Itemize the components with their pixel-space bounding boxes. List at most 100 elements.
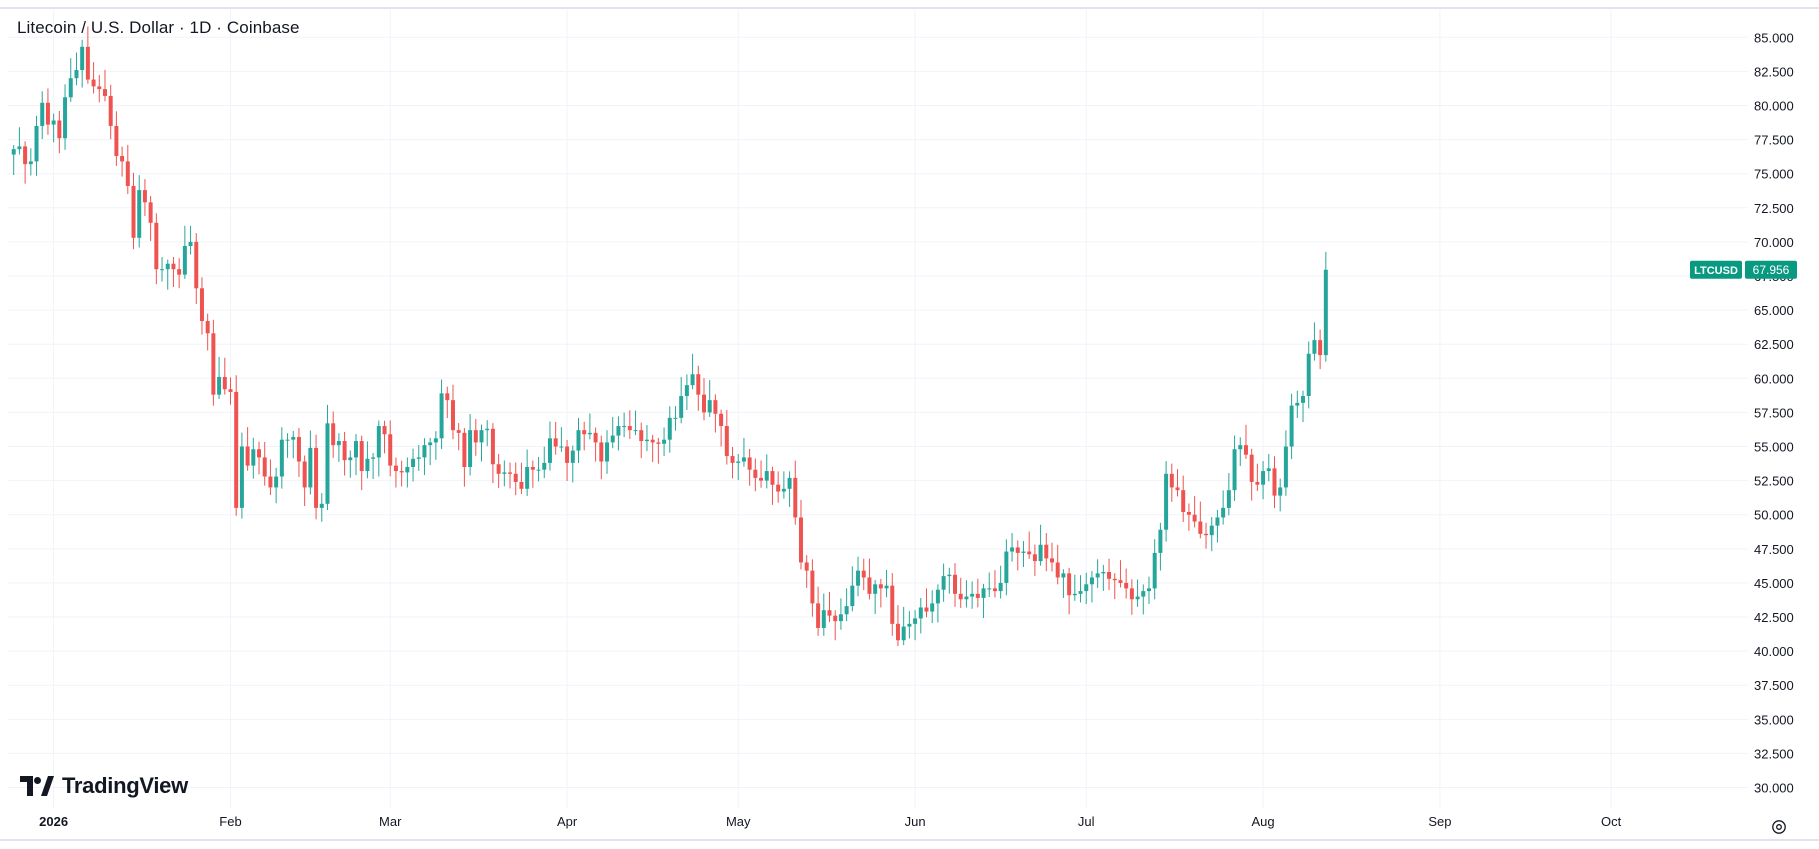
candle-body [1089,577,1094,585]
candle-body [165,263,170,270]
candle-body [582,430,587,435]
candle-body [816,603,821,628]
candle-body [804,562,809,571]
candle-body [599,442,604,462]
candle-body [992,588,997,592]
candle-body [23,146,28,165]
x-tick-label: 2026 [39,814,68,829]
time-axis[interactable]: 2026 Feb Mar Apr May Jun Jul Aug Sep Oct [39,814,1621,829]
candle-body [137,190,142,238]
candle-body [1209,525,1214,536]
candle-body [1232,449,1237,491]
candle-body [108,95,113,126]
candle-body [1186,511,1191,515]
candle-body [764,471,769,481]
candle-body [388,434,393,466]
tradingview-logo-icon [20,776,54,796]
candle-body [930,603,935,612]
candle-body [587,432,592,435]
gear-icon [1772,820,1786,834]
y-tick-label: 62.500 [1754,337,1794,352]
price-axis[interactable]: 85.000 82.500 80.000 77.500 75.000 72.500 70.0… [1754,30,1794,795]
candle-body [85,46,90,80]
candle-body [1124,582,1129,589]
candle-body [907,623,912,627]
candle-body [142,190,147,203]
candle-body [1141,591,1146,597]
candle-body [1204,533,1209,536]
candle-body [508,472,513,474]
candle-body [319,503,324,508]
candle-body [656,442,661,444]
candle-body [194,241,199,289]
candle-body [285,439,290,441]
tradingview-brand[interactable]: TradingView [20,773,188,799]
candle-body [850,585,855,607]
candle-body [759,477,764,481]
candle-body [228,389,233,392]
candle-body [80,46,85,71]
candle-body [565,446,570,463]
candle-body [1101,572,1106,574]
chart-settings-button[interactable] [1768,816,1790,838]
y-tick-label: 82.500 [1754,64,1794,79]
candle-body [964,596,969,600]
candle-body [342,441,347,461]
candle-body [331,423,336,446]
candle-body [131,185,136,238]
y-tick-label: 40.000 [1754,644,1794,659]
y-tick-label: 52.500 [1754,474,1794,489]
candle-body [217,376,222,395]
candle-body [776,484,781,492]
candle-body [662,439,667,444]
candle-body [542,462,547,470]
candle-body [63,97,68,139]
candle-body [205,321,210,334]
candle-body [490,428,495,465]
candle-body [1112,578,1117,581]
candle-body [1107,572,1112,579]
y-tick-label: 32.500 [1754,746,1794,761]
candle-body [741,457,746,462]
candle-body [1261,471,1266,485]
candle-body [359,441,364,472]
candle-body [433,438,438,443]
candle-body [1221,507,1226,518]
candle-body [878,584,883,589]
candle-body [148,202,153,223]
candle-body [405,466,410,473]
candle-body [1255,481,1260,485]
candle-body [479,430,484,443]
candle-body [1118,580,1123,583]
candle-body [513,473,518,482]
candle-body [673,417,678,419]
candle-body [1318,340,1323,356]
candle-body [188,241,193,246]
candle-body [1004,551,1009,583]
candle-body [593,432,598,443]
y-tick-label: 45.000 [1754,576,1794,591]
candle-body [57,120,62,139]
y-tick-label: 30.000 [1754,781,1794,796]
candle-body [411,458,416,467]
candle-body [1312,340,1317,354]
candle-body [11,149,16,155]
candle-body [1158,529,1163,553]
candle-body [827,610,832,616]
candle-body [125,161,130,186]
candle-body [844,606,849,615]
candle-body [724,426,729,457]
candle-body [382,426,387,435]
y-tick-label: 70.000 [1754,235,1794,250]
candle-body [393,465,398,472]
candle-body [348,457,353,461]
candle-body [901,626,906,641]
candle-body [28,161,33,165]
candle-body [856,570,861,586]
candle-body [120,155,125,162]
candle-body [719,413,724,427]
candle-body [679,396,684,418]
last-price-label: LTCUSD 67.956 [1690,260,1797,279]
